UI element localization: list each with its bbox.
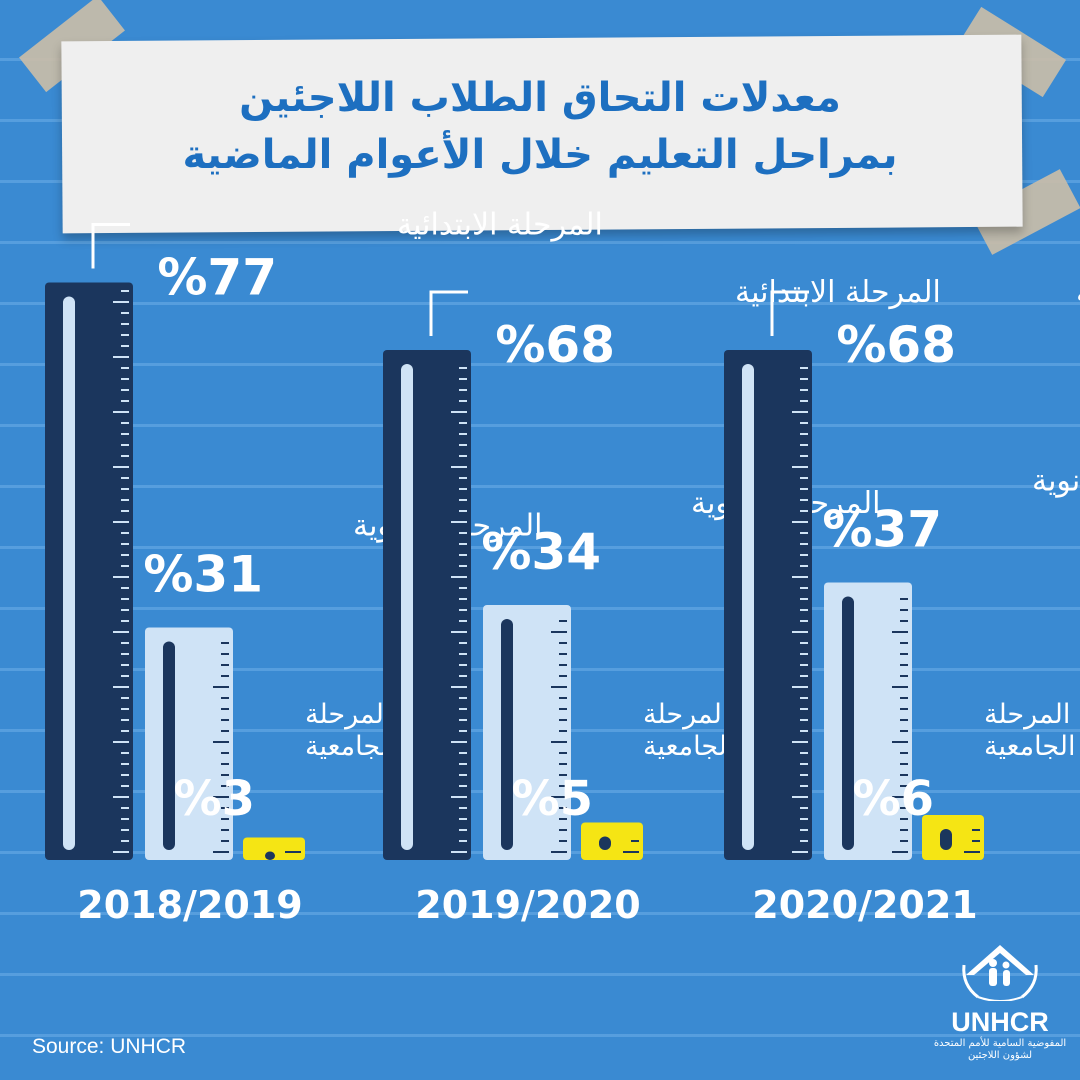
category-label-3: 2020/2021: [752, 883, 978, 927]
series-label-y1-s3-line2: الجامعية: [305, 731, 397, 762]
ruler-ticks-y3-s1: [792, 367, 808, 853]
logo-subtitle-1: المفوضية السامية للأمم المتحدة: [933, 1038, 1067, 1049]
bar-groove-y2-s3: [599, 836, 611, 850]
logo-name: UNHCR: [951, 1007, 1049, 1037]
chart-title-line-1: معدلات التحاق الطلاب اللاجئين: [239, 75, 841, 121]
value-label-y1-s3: %3: [174, 771, 256, 827]
chart-title-line-2: بمراحل التعليم خلال الأعوام الماضية: [182, 132, 898, 178]
value-label-y2-s3: %5: [512, 771, 594, 827]
category-label-2: 2019/2020: [415, 883, 641, 927]
bar-groove-y3-s3: [940, 829, 952, 850]
source-note: Source: UNHCR: [32, 1035, 187, 1058]
bar-groove-y2-s2: [501, 619, 513, 850]
logo-subtitle-2: لشؤون اللاجئين: [967, 1050, 1033, 1061]
bar-y2-s1: [383, 350, 471, 860]
unhcr-emblem-icon: [962, 945, 1038, 1002]
bar-y3-s1: [724, 350, 812, 860]
bar-groove-y3-s1: [742, 364, 754, 850]
value-label-y2-s2: %34: [481, 523, 601, 581]
series-label-y2-s3-line1: المرحلة: [643, 699, 729, 730]
bar-groove-y1-s2: [163, 641, 175, 850]
series-label-y3-s3-line2: الجامعية: [984, 731, 1076, 762]
leader-y1-s1: [91, 223, 130, 269]
bar-groove-y3-s2: [842, 596, 854, 850]
bar-y2-s3: [581, 822, 643, 860]
ruler-ticks-y3-s3: [964, 829, 980, 853]
ruler-ticks-y2-s3: [623, 840, 639, 853]
series-label-y2-s3-line2: الجامعية: [643, 731, 735, 762]
value-label-y2-s1: %68: [495, 316, 615, 374]
series-label-y1-s3-line1: المرحلة: [305, 699, 391, 730]
series-label-y1-s1: المرحلة الابتدائية: [397, 208, 603, 243]
bar-groove-y2-s1: [401, 364, 413, 850]
series-label-y2-s1: المرحلة الابتدائية: [735, 275, 941, 310]
series-label-y3-s1: المرحلة الابتدائية: [1076, 275, 1080, 310]
ruler-ticks-y1-s2: [213, 642, 229, 853]
bar-y3-s3: [922, 815, 984, 860]
leader-y2-s1: [429, 290, 468, 336]
unhcr-logo: UNHCR المفوضية السامية للأمم المتحدة لشؤ…: [930, 935, 1070, 1062]
ruler-ticks-y2-s2: [551, 620, 567, 853]
leader-y3-s1: [770, 290, 809, 336]
category-label-1: 2018/2019: [77, 883, 303, 927]
series-label-y3-s2: المرحلة الثانوية: [1032, 464, 1080, 499]
bar-y1-s3: [243, 837, 305, 860]
ruler-ticks-y1-s1: [113, 290, 129, 853]
series-label-y3-s3-line1: المرحلة: [984, 699, 1070, 730]
value-label-y3-s3: %6: [853, 771, 935, 827]
ruler-ticks-y3-s2: [892, 598, 908, 853]
bar-groove-y1-s3: [265, 851, 275, 860]
value-label-y1-s2: %31: [143, 546, 263, 604]
value-label-y3-s1: %68: [836, 316, 956, 374]
value-label-y3-s2: %37: [822, 501, 942, 559]
bar-y1-s1: [45, 282, 133, 860]
bar-groove-y1-s1: [63, 296, 75, 850]
value-label-y1-s1: %77: [157, 249, 277, 307]
ruler-ticks-y2-s1: [451, 367, 467, 853]
